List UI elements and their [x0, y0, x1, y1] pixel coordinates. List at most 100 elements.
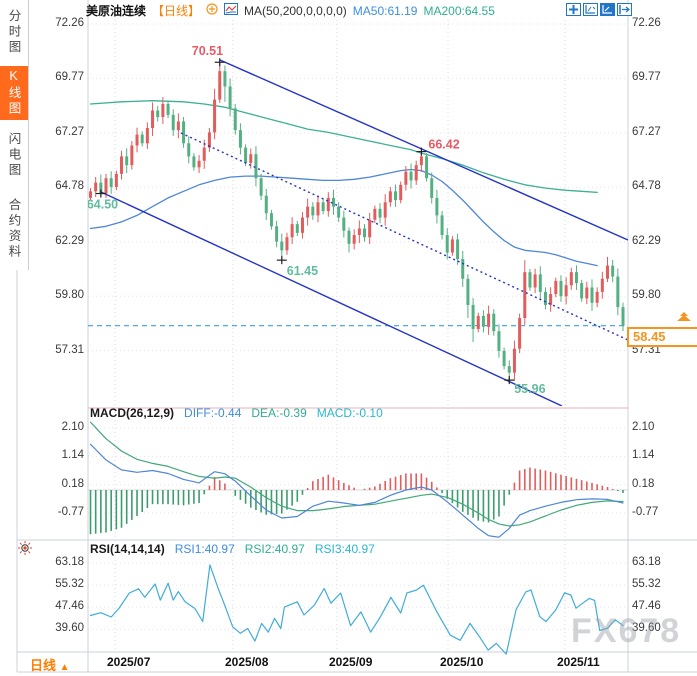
sidebar-item-time-chart[interactable]: 分时图 — [6, 8, 21, 56]
sidebar-item-contract-info[interactable]: 合约资料 — [6, 198, 21, 260]
candle — [461, 259, 465, 279]
candle — [145, 127, 149, 144]
candle — [213, 99, 217, 133]
candle — [574, 272, 578, 284]
candle — [347, 230, 351, 244]
candle — [404, 171, 408, 185]
candle — [171, 114, 175, 131]
candle — [554, 280, 558, 295]
ma50-line — [89, 168, 598, 267]
month-label: 2025/08 — [225, 655, 269, 669]
candle — [564, 285, 568, 297]
candle — [264, 195, 268, 214]
candle — [280, 241, 284, 251]
candle — [445, 235, 449, 253]
candle — [316, 202, 320, 216]
candle — [435, 197, 439, 216]
macd-dea-value: DEA:-0.39 — [251, 406, 307, 420]
ma50-value: MA50:61.19 — [352, 3, 418, 18]
candle — [595, 291, 599, 303]
candle — [269, 213, 273, 227]
axis-zoom-out-icon[interactable] — [583, 3, 598, 16]
candle — [233, 108, 237, 131]
candle — [89, 191, 92, 198]
period-tag[interactable]: 【日线】 — [152, 4, 201, 18]
candle — [94, 182, 98, 192]
candle — [512, 348, 516, 373]
rsi-panel — [89, 564, 624, 655]
rsi-panel-header: RSI(14,14,14) RSI1:40.97 RSI2:40.97 RSI3… — [90, 542, 375, 556]
chart-style-icon[interactable] — [224, 3, 239, 18]
candle — [130, 145, 134, 166]
trendline — [100, 191, 563, 406]
sidebar-item-kline-chart[interactable]: K线图 — [0, 66, 28, 120]
candle — [487, 313, 491, 327]
candle — [120, 156, 124, 174]
candle — [357, 228, 361, 236]
candle — [600, 278, 604, 292]
candle — [275, 226, 279, 242]
watermark: FX678 — [571, 612, 682, 650]
macd-axis-label-right: 1.14 — [632, 449, 655, 462]
candle — [187, 143, 191, 157]
candle — [543, 291, 547, 305]
period-selector[interactable]: 日线 ▲ — [30, 658, 70, 673]
trendline — [219, 59, 628, 241]
candle — [419, 156, 423, 166]
candle — [99, 182, 103, 194]
candle — [492, 313, 496, 332]
price-axis-label-right: 64.78 — [632, 180, 661, 193]
candle — [363, 228, 367, 238]
sidebar-item-lightning-chart[interactable]: 闪电图 — [6, 131, 21, 179]
candle — [114, 173, 118, 187]
candle — [109, 178, 113, 187]
rsi-axis-label-right: 55.32 — [632, 578, 661, 591]
candle — [249, 154, 253, 163]
candle — [244, 147, 248, 163]
macd-axis-label-left: 1.14 — [61, 449, 84, 462]
candle — [300, 217, 304, 233]
candle — [538, 274, 542, 292]
price-axis-label-left: 67.27 — [55, 126, 84, 139]
macd-diff-value: DIFF:-0.44 — [184, 406, 242, 420]
price-axis-label-left: 62.29 — [55, 234, 84, 247]
macd-axis-label-left: -0.77 — [57, 505, 84, 518]
candle — [481, 315, 485, 327]
candle — [290, 224, 294, 238]
candle — [476, 315, 480, 329]
month-label: 2025/07 — [107, 655, 151, 669]
candle — [456, 239, 460, 260]
candle — [611, 265, 615, 277]
candle — [306, 206, 310, 218]
macd-axis-label-right: 2.10 — [632, 421, 655, 434]
candle — [616, 276, 620, 308]
macd-panel — [89, 421, 624, 538]
axis-zoom-in-icon[interactable] — [600, 3, 615, 16]
candle — [440, 215, 444, 236]
shift-right-icon[interactable] — [617, 3, 632, 16]
candle — [585, 287, 589, 299]
price-axis-label-left: 69.77 — [55, 71, 84, 84]
price-axis-label-left: 57.31 — [55, 343, 84, 356]
add-indicator-icon[interactable] — [206, 3, 218, 18]
rsi-axis-label-left: 47.46 — [55, 600, 84, 613]
rsi-line — [89, 564, 624, 655]
macd-axis-label-right: 0.18 — [632, 477, 655, 490]
ma200-value: MA200:64.55 — [423, 3, 495, 18]
crosshair-icon[interactable] — [566, 3, 581, 16]
macd-value: MACD:-0.10 — [316, 406, 383, 420]
indicator-settings-icon[interactable] — [17, 540, 33, 561]
macd-axis-label-left: 2.10 — [61, 421, 84, 434]
candle — [207, 132, 211, 148]
candle — [156, 110, 160, 118]
ma-settings-label: MA(50,200,0,0,0,0) — [244, 3, 347, 18]
candle — [518, 318, 522, 349]
price-annotation: 64.50 — [87, 198, 118, 212]
candle — [151, 110, 155, 128]
candle — [383, 202, 387, 218]
rsi-axis-label-right: 63.18 — [632, 556, 661, 568]
candle — [394, 191, 398, 201]
macd-axis-label-left: 0.18 — [61, 477, 84, 490]
